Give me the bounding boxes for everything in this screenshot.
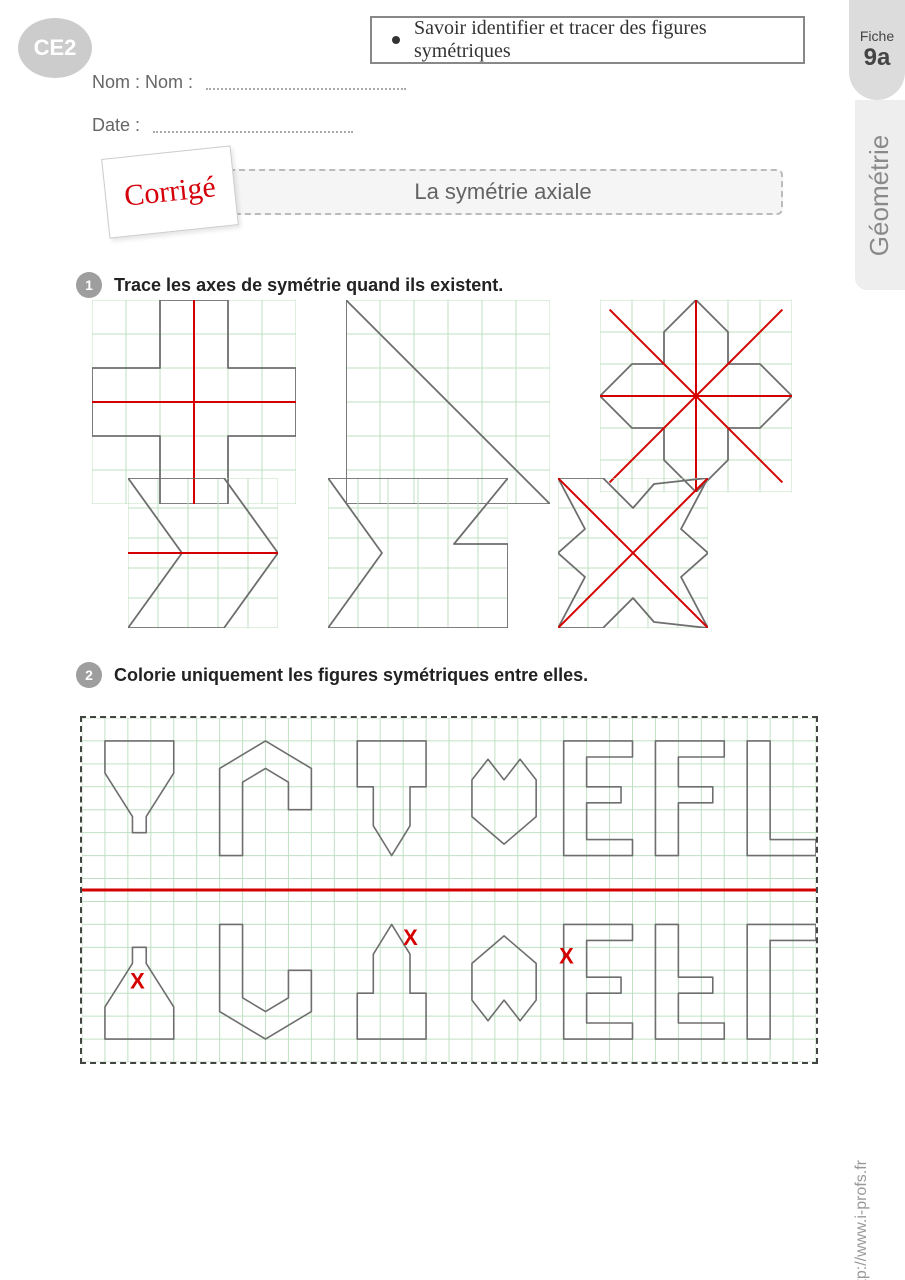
bullet-icon	[392, 36, 400, 44]
worksheet-page: CE2 Savoir identifier et tracer des figu…	[0, 0, 905, 1280]
figure-xstar	[558, 478, 708, 628]
exercise-1-header: 1 Trace les axes de symétrie quand ils e…	[76, 272, 503, 298]
figure-triangle	[346, 300, 550, 504]
date-field[interactable]	[153, 119, 353, 133]
exercise-2-number: 2	[76, 662, 102, 688]
svg-text:X: X	[559, 943, 574, 968]
date-line: Date :	[92, 115, 353, 136]
figure-arrow	[128, 478, 278, 628]
name-label: Nom : Nom :	[92, 72, 193, 92]
fiche-number: 9a	[864, 44, 891, 72]
svg-text:X: X	[130, 969, 145, 994]
level-badge: CE2	[18, 18, 92, 78]
fiche-label: Fiche	[860, 28, 894, 44]
exercise-2-text: Colorie uniquement les figures symétriqu…	[114, 665, 588, 686]
name-line: Nom : Nom :	[92, 72, 406, 93]
objective-text: Savoir identifier et tracer des figures …	[414, 17, 803, 63]
exercise-2-header: 2 Colorie uniquement les figures symétri…	[76, 662, 588, 688]
exercise-2-svg: X X X	[82, 718, 816, 1062]
figure-flower	[600, 300, 792, 492]
exercise-2-box: X X X	[80, 716, 818, 1064]
subject-text: Géométrie	[865, 134, 896, 255]
svg-text:X: X	[403, 925, 418, 950]
source-url: http://www.i-profs.fr	[853, 1160, 871, 1280]
name-field[interactable]	[206, 76, 406, 90]
corrige-card: Corrigé	[101, 145, 239, 238]
figure-cross	[92, 300, 296, 504]
figures-row-2	[128, 478, 708, 628]
level-badge-text: CE2	[34, 35, 77, 61]
title-text: La symétrie axiale	[414, 179, 591, 205]
exercise-1-number: 1	[76, 272, 102, 298]
figures-row-1	[92, 300, 792, 504]
objective-box: Savoir identifier et tracer des figures …	[370, 16, 805, 64]
date-label: Date :	[92, 115, 140, 135]
fiche-tag: Fiche 9a	[849, 0, 905, 100]
title-banner: La symétrie axiale	[223, 169, 783, 215]
corrige-text: Corrigé	[123, 170, 218, 213]
figure-irregular	[328, 478, 508, 628]
exercise-1-text: Trace les axes de symétrie quand ils exi…	[114, 275, 503, 296]
subject-tab: Géométrie	[855, 100, 905, 290]
title-row: Corrigé La symétrie axiale	[105, 152, 783, 232]
